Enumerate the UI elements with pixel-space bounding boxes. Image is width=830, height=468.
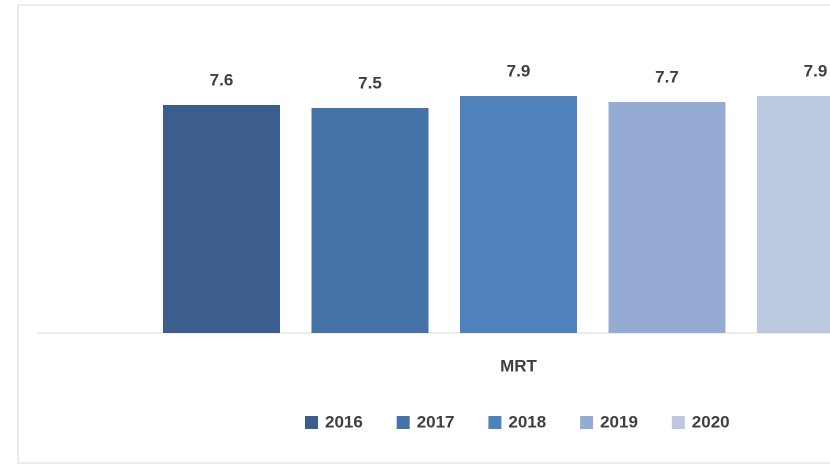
data-label: 7.5 — [358, 73, 382, 92]
bar — [311, 108, 429, 333]
legend-label: 2020 — [692, 412, 730, 431]
bar — [608, 102, 726, 333]
data-label: 7.6 — [210, 70, 234, 89]
legend-label: 2016 — [325, 412, 363, 431]
x-tick-label: MRT — [500, 356, 537, 375]
data-label: 7.9 — [507, 61, 531, 80]
bar — [460, 96, 577, 333]
data-label: 7.9 — [804, 61, 828, 80]
bar — [757, 96, 830, 333]
legend-label: 2019 — [600, 412, 638, 431]
legend-label: 2018 — [508, 412, 546, 431]
legend-swatch — [396, 416, 410, 429]
bar — [163, 105, 280, 333]
data-label: 7.7 — [655, 67, 679, 86]
legend-label: 2017 — [417, 412, 455, 431]
legend-swatch — [488, 416, 502, 429]
legend-swatch — [305, 416, 318, 429]
legend-swatch — [671, 416, 685, 429]
legend-swatch — [580, 416, 594, 429]
